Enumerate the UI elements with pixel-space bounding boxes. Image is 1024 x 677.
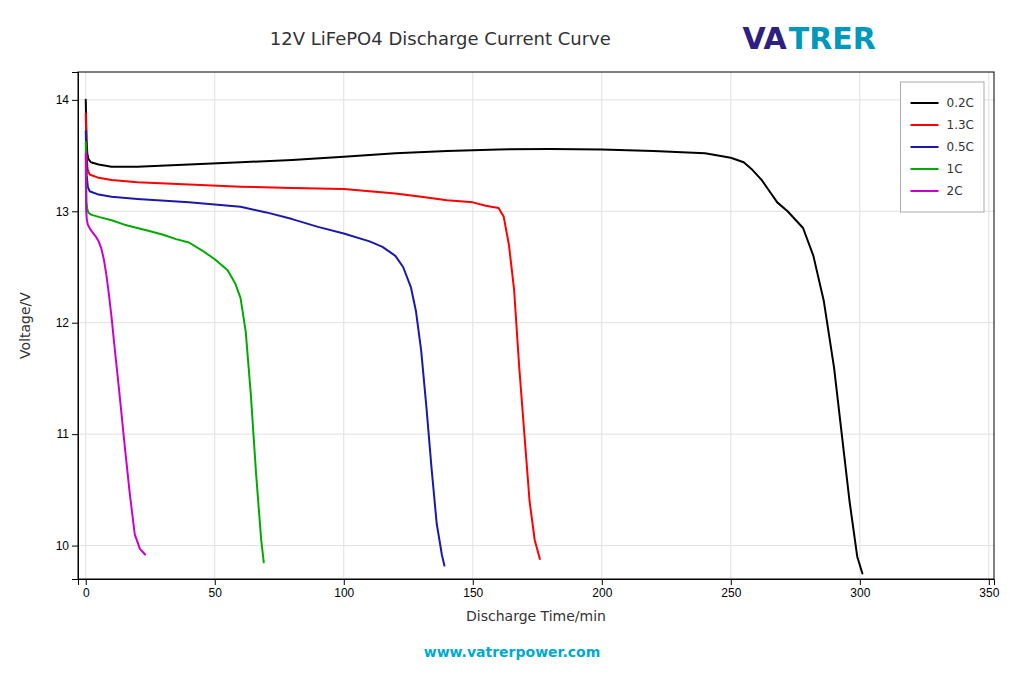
plot-area: 05010015020025030035010111213140.2C1.3C0…: [56, 72, 1000, 600]
lines: [86, 100, 863, 574]
y-tick-mark: [72, 100, 78, 101]
y-axis-title: Voltage/V: [17, 292, 33, 359]
x-tick-mark: [602, 579, 603, 585]
x-tick: 0: [83, 579, 90, 600]
x-tick-mark: [473, 579, 474, 585]
x-tick-mark: [86, 579, 87, 585]
legend-label: 1.3C: [947, 118, 974, 132]
x-tick-mark: [989, 579, 990, 585]
x-tick: 50: [209, 579, 223, 600]
grid-line-y: [78, 322, 994, 323]
x-tick-label: 0: [83, 586, 90, 600]
legend-box: [901, 82, 984, 212]
grid-line-x: [214, 72, 215, 579]
x-tick: 100: [334, 579, 354, 600]
y-tick-mark: [72, 546, 78, 547]
grid-line-x: [859, 72, 860, 579]
legend-label: 0.2C: [947, 96, 974, 110]
x-axis-line: [79, 580, 995, 586]
legend-swatch: [911, 168, 939, 170]
y-tick-label: 12: [56, 316, 70, 330]
x-tick-mark: [215, 579, 216, 585]
chart-title: 12V LiFePO4 Discharge Current Curve: [270, 28, 611, 49]
grid-line-y: [78, 211, 994, 212]
y-tick-mark: [72, 211, 78, 212]
x-tick-label: 300: [850, 586, 870, 600]
y-tick-mark: [72, 323, 78, 324]
logo-text: VA: [742, 21, 787, 56]
y-tick: 12: [56, 316, 78, 330]
x-tick: 250: [721, 579, 741, 600]
y-axis: 10 11 12 13 14: [56, 73, 79, 580]
y-tick-label: 10: [56, 539, 70, 553]
series-line: [86, 131, 445, 566]
grid-line-x: [472, 72, 473, 579]
series-line: [86, 100, 863, 574]
y-tick-mark: [72, 434, 78, 435]
x-tick-mark: [344, 579, 345, 585]
y-tick-label: 11: [57, 427, 70, 441]
y-tick-label: 13: [56, 205, 70, 219]
y-tick: 10: [56, 539, 78, 553]
x-tick: 150: [463, 579, 483, 600]
legend-swatch: [911, 124, 939, 126]
x-tick-mark: [731, 579, 732, 585]
x-tick-label: 250: [721, 586, 741, 600]
x-tick-label: 50: [209, 586, 223, 600]
footer-text: www.vatrerpower.com: [424, 644, 601, 660]
grid-line-x: [730, 72, 731, 579]
series-line: [86, 113, 540, 559]
x-tick-label: 200: [592, 586, 612, 600]
legend-label: 0.5C: [947, 140, 974, 154]
x-tick: 300: [850, 579, 870, 600]
grid-line-x: [601, 72, 602, 579]
legend: 0.2C 1.3C 0.5C 1C 2C: [901, 82, 984, 212]
legend-swatch: [911, 146, 939, 148]
legend-label: 1C: [947, 162, 963, 176]
x-tick-label: 100: [334, 586, 354, 600]
y-tick: 13: [56, 205, 78, 219]
series-line: [86, 153, 145, 554]
legend-swatch: [911, 190, 939, 192]
y-tick-label: 14: [56, 93, 70, 107]
x-tick: 200: [592, 579, 612, 600]
legend-label: 2C: [947, 184, 963, 198]
x-axis-title: Discharge Time/min: [466, 608, 606, 624]
grid: [78, 72, 994, 579]
chart: 05010015020025030035010111213140.2C1.3C0…: [0, 0, 1024, 677]
y-tick: 14: [56, 93, 78, 107]
x-tick-label: 350: [979, 586, 999, 600]
grid-line-x: [343, 72, 344, 579]
grid-line-y: [78, 434, 994, 435]
x-axis: 0 50 100 150 200 250 300 350: [79, 579, 1000, 600]
y-tick: 11: [57, 427, 78, 441]
y-axis-line: [72, 73, 79, 580]
plot-frame: [78, 72, 994, 579]
grid-line-y: [78, 99, 994, 100]
x-tick-mark: [860, 579, 861, 585]
grid-line-x: [988, 72, 989, 579]
x-tick-label: 150: [463, 586, 483, 600]
series-line: [86, 142, 264, 562]
x-tick: 350: [979, 579, 999, 600]
legend-swatch: [911, 102, 939, 104]
logo-text: TRER: [789, 21, 876, 56]
